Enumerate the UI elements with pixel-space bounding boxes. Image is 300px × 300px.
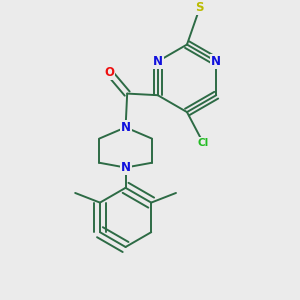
Text: N: N bbox=[211, 55, 221, 68]
Text: N: N bbox=[121, 121, 130, 134]
Text: O: O bbox=[104, 66, 115, 79]
Text: Cl: Cl bbox=[197, 138, 209, 148]
Text: S: S bbox=[196, 1, 204, 14]
Text: N: N bbox=[121, 161, 130, 174]
Text: N: N bbox=[153, 55, 163, 68]
